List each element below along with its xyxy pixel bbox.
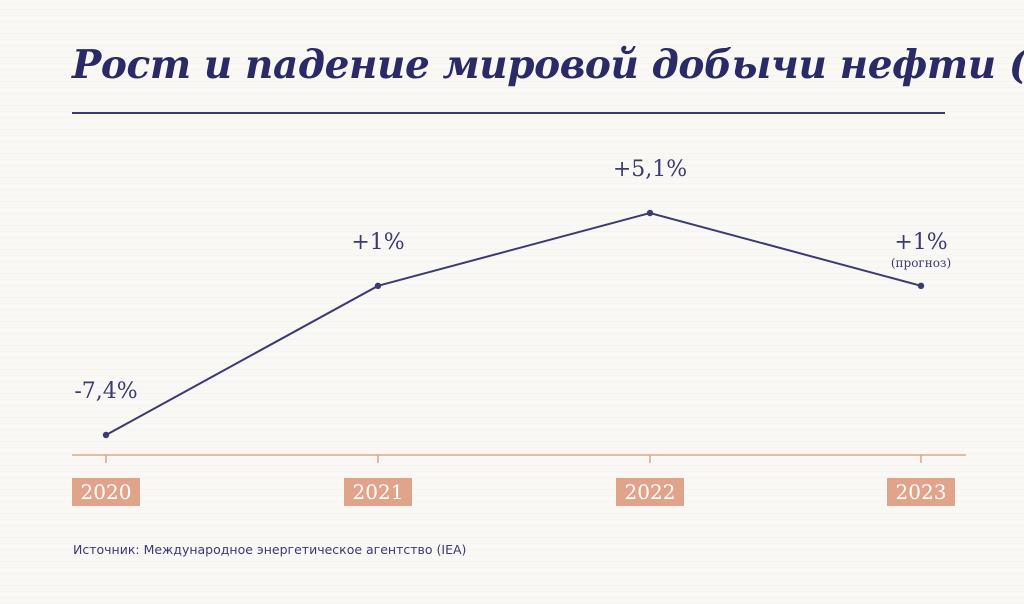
data-point <box>102 431 110 439</box>
data-label: +5,1% <box>613 157 687 182</box>
source-note: Источник: Международное энергетическое а… <box>73 542 467 557</box>
year-labels-group: 2020 2021 2022 2023 <box>72 478 955 506</box>
year-box <box>887 478 955 506</box>
chart-title: Рост и падение мировой добычи нефти (%) <box>72 42 1024 88</box>
value-labels-group: -7,4%+1%+5,1%+1%(прогноз) <box>74 157 951 404</box>
data-point <box>917 282 925 290</box>
data-label: +1% <box>894 230 947 255</box>
year-box <box>344 478 412 506</box>
year-label: 2021 <box>353 480 404 504</box>
data-label: -7,4% <box>74 379 137 404</box>
year-box <box>616 478 684 506</box>
year-box <box>72 478 140 506</box>
series-line <box>105 211 922 436</box>
title-divider <box>72 112 945 114</box>
data-label: +1% <box>351 230 404 255</box>
points-group <box>102 209 925 439</box>
year-label: 2023 <box>896 480 947 504</box>
year-label: 2022 <box>625 480 676 504</box>
data-annotation: (прогноз) <box>891 256 951 270</box>
tick-group <box>105 455 922 463</box>
data-point <box>646 209 654 217</box>
data-point <box>374 282 382 290</box>
year-label: 2020 <box>81 480 132 504</box>
